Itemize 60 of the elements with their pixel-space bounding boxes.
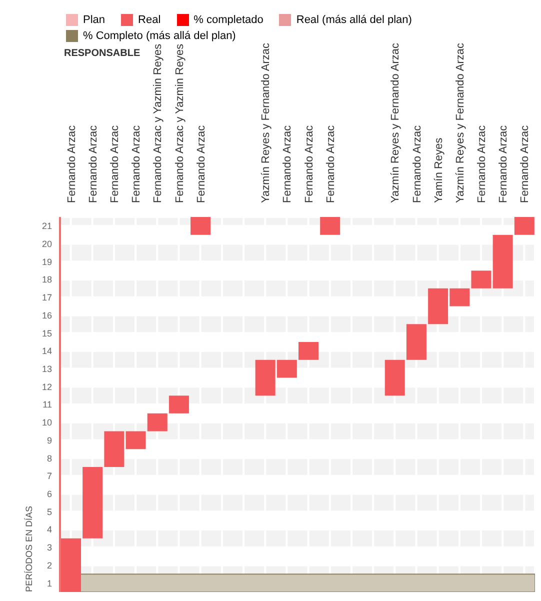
y-tick-label: 5	[46, 506, 52, 517]
y-tick-label: 8	[46, 453, 52, 464]
x-tick-label: Fernando Arzac	[87, 124, 100, 203]
y-tick-label: 19	[42, 256, 52, 267]
x-tick-label: Fernando Arzac	[130, 124, 143, 203]
bar	[126, 431, 146, 450]
x-tick-label: Yazmín Reyes y Fernando Arzac	[390, 42, 402, 203]
x-tick-label: Fernando Arzac	[282, 124, 294, 203]
y-tick-label: 3	[46, 542, 52, 553]
x-tick-label: Fernando Arzac	[324, 124, 337, 203]
y-axis-title: PERÍODOS EN DÍAS	[24, 506, 34, 592]
x-tick-label: Yamín Reyes	[432, 137, 445, 203]
y-tick-label: 16	[42, 310, 52, 320]
y-tick-label: 14	[42, 346, 52, 356]
x-tick-label: Fernando Arzac	[108, 124, 121, 203]
x-axis-title: RESPONSABLE	[64, 48, 140, 59]
bar	[82, 467, 103, 538]
bar	[147, 413, 168, 432]
y-tick-label: 21	[42, 221, 52, 232]
x-tick-label: Fernando Arzac y Yazmin Reyes	[152, 43, 164, 203]
legend-label: % completado	[194, 14, 264, 26]
y-tick-label: 6	[46, 488, 52, 499]
x-tick-label: Fernando Arzac	[303, 124, 316, 203]
bar	[384, 360, 405, 396]
y-tick-label: 10	[42, 418, 52, 428]
bar	[298, 342, 318, 360]
bar	[104, 431, 124, 467]
bar	[406, 324, 426, 360]
x-tick-label: Fernando Arzac	[498, 124, 510, 203]
x-tick-label: Fernando Arzac	[66, 124, 78, 203]
x-tick-label: Yazmín Reyes y Fernando Arzac	[454, 42, 466, 203]
y-tick-label: 2	[46, 560, 52, 570]
legend-label: Plan	[83, 14, 106, 26]
y-tick-label: 17	[42, 292, 52, 303]
y-tick-label: 1	[46, 578, 52, 588]
y-tick-label: 11	[42, 400, 52, 410]
x-tick-label: Fernando Arzac	[476, 124, 488, 203]
bar	[514, 217, 534, 235]
bar	[471, 270, 492, 288]
y-tick-label: 9	[46, 435, 52, 446]
legend-label: Real	[138, 14, 161, 26]
bar	[190, 217, 211, 235]
y-tick-label: 20	[42, 238, 52, 249]
y-tick-label: 15	[42, 328, 52, 338]
bar	[320, 217, 340, 235]
legend-label: Real (más allá del plan)	[296, 14, 412, 26]
y-tick-label: 12	[42, 382, 52, 392]
x-tick-label: Fernando Arzac	[519, 124, 532, 203]
x-tick-label: Yazmín Reyes y Fernando Arzac	[260, 42, 272, 203]
bar	[61, 538, 81, 592]
y-tick-label: 7	[46, 471, 52, 482]
x-tick-label: Fernando Arzac y Yazmin Reyes	[174, 43, 186, 203]
bar	[168, 396, 189, 414]
x-tick-label: Fernando Arzac	[195, 124, 208, 203]
y-tick-label: 13	[42, 364, 52, 374]
legend-label: % Completo (más allá del plan)	[83, 30, 236, 42]
y-tick-label: 18	[42, 274, 52, 285]
x-tick-label: Fernando Arzac	[411, 124, 424, 203]
y-tick-label: 4	[46, 524, 52, 535]
bar	[492, 234, 513, 288]
